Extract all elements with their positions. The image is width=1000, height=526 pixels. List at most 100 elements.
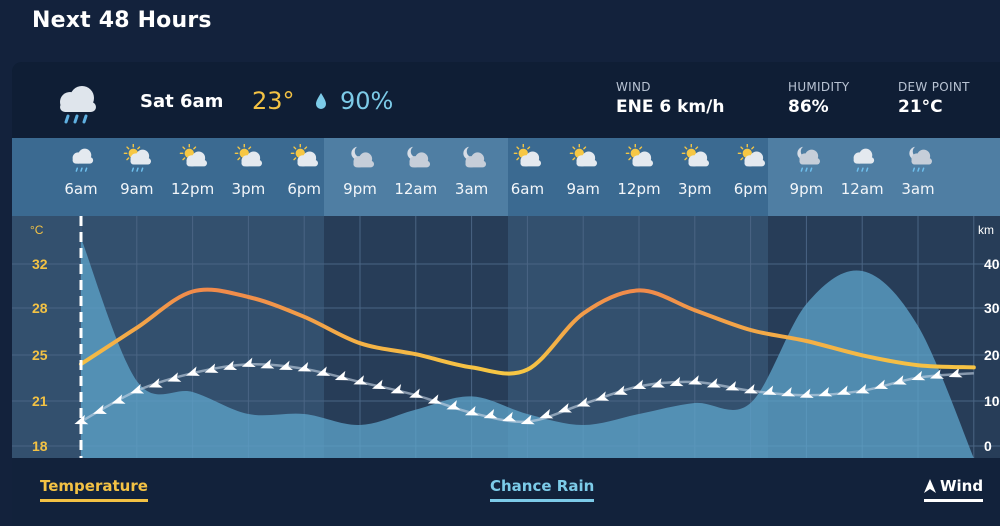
rain-cloud-icon [72,148,94,172]
hour-slot[interactable]: 9pm [779,144,833,198]
wind-arrow [762,385,777,395]
hour-label: 3pm [677,180,712,198]
wind-arrow [706,378,721,388]
hour-label: 12am [394,180,438,198]
stat-humidity-value: 86% [788,97,829,117]
wind-arrow [483,408,498,419]
wind-arrow [613,385,628,395]
left-axis-tick: 32 [32,256,48,272]
legend-chance-rain[interactable]: Chance Rain [490,477,595,502]
wind-arrow [502,411,517,422]
hour-label: 9pm [789,180,824,198]
right-axis-tick: 30 [984,300,1000,316]
wind-arrow [353,375,368,385]
wind-arrow-icon [924,479,936,493]
wind-arrow [409,388,424,398]
hour-slot[interactable]: 12am [389,144,443,198]
wind-arrow [911,370,926,381]
stat-dew-point-label: DEW POINT [898,80,970,94]
hourly-strip: 6am 9am 12pm 3pm 6pm 9pm 12am 3am 6am 9am 12pm 3pm 6… [12,138,1000,216]
right-axis-tick: 40 [984,256,1000,272]
hour-label: 6am [510,180,545,198]
summary-rain-chance: 90% [340,87,394,115]
wind-arrow [576,397,591,407]
sun-cloud-icon [737,144,765,167]
rain-area [81,238,974,458]
chart-legend: Temperature Chance Rain Wind [12,458,1000,526]
stat-wind-label: WIND [616,80,651,94]
hour-slot[interactable]: 3am [445,144,499,198]
sun-cloud-icon [569,144,598,167]
day-band [12,138,324,216]
right-axis-unit: km [978,223,994,237]
wind-arrow [669,376,684,387]
hour-label: 3am [454,180,489,198]
wind-arrow [892,375,907,385]
hour-slot[interactable]: 9am [556,144,610,198]
wind-arrow [651,378,665,388]
stat-wind-value: ENE 6 km/h [616,97,725,117]
wind-arrow [465,406,479,416]
hour-slot[interactable]: 6am [500,144,554,198]
hour-label: 6pm [733,180,768,198]
hour-label: 12pm [170,180,215,198]
hour-slot[interactable]: 6am [54,144,108,198]
wind-arrow [446,400,461,410]
wind-arrow [595,391,610,401]
wind-arrow [74,414,89,425]
left-axis-tick: 21 [32,393,48,409]
moon-cloud-rain-icon [797,146,821,172]
wind-arrow [688,375,703,385]
moon-cloud-icon [407,146,430,168]
wind-arrow [874,379,889,390]
hour-slot[interactable]: 9pm [333,144,387,198]
wind-arrow [818,386,833,397]
wind-arrow [130,384,145,394]
right-axis-tick: 10 [984,393,1000,409]
wind-arrow [167,372,182,382]
wind-arrow [390,384,405,394]
sun-cloud-icon [625,144,653,167]
hour-slot[interactable]: 3pm [668,144,722,198]
wind-arrow [204,363,219,373]
wind-arrow [930,369,944,379]
wind-arrow [93,404,107,414]
sun-cloud-icon [681,144,709,167]
left-axis-tick: 25 [32,347,48,363]
hour-slot[interactable]: 12am [835,144,889,198]
stat-wind: WIND ENE 6 km/h [616,80,724,117]
wind-arrow [520,414,535,425]
hour-label: 6pm [287,180,322,198]
hour-label: 3am [901,180,935,198]
legend-wind[interactable]: Wind [924,477,984,502]
stat-dew-point-value: 21°C [898,97,943,117]
hour-slot[interactable]: 9am [110,144,164,198]
wind-arrow [148,378,163,388]
hour-slot[interactable]: 3am [891,144,945,198]
wind-arrow [725,381,740,391]
hour-label: 12am [840,180,884,198]
hour-label: 9am [566,180,600,198]
stat-humidity: HUMIDITY 86% [788,80,850,117]
wind-arrow [260,359,275,369]
wind-arrow [111,394,126,404]
left-axis-tick: 18 [32,438,48,454]
wind-arrow [632,379,647,390]
raindrop-icon [316,93,326,109]
legend-temperature[interactable]: Temperature [40,477,148,502]
hour-slot[interactable]: 3pm [221,144,275,198]
hour-slot[interactable]: 6pm [277,144,331,198]
hour-slot[interactable]: 12pm [166,144,220,198]
wind-arrow [837,385,851,395]
wind-arrow [372,379,386,390]
page-title: Next 48 Hours [32,8,212,33]
stat-dew-point: DEW POINT 21°C [898,80,970,117]
right-axis-tick: 20 [984,347,1000,363]
wind-arrow [744,384,758,394]
hour-slot[interactable]: 6pm [724,144,778,198]
wind-arrow [334,370,349,381]
forecast-chart[interactable]: °C 32 28 25 21 18 km 40 30 20 10 0 [12,216,1000,458]
stat-humidity-label: HUMIDITY [788,80,850,94]
hour-slot[interactable]: 12pm [612,144,666,198]
wind-arrow [186,366,200,376]
